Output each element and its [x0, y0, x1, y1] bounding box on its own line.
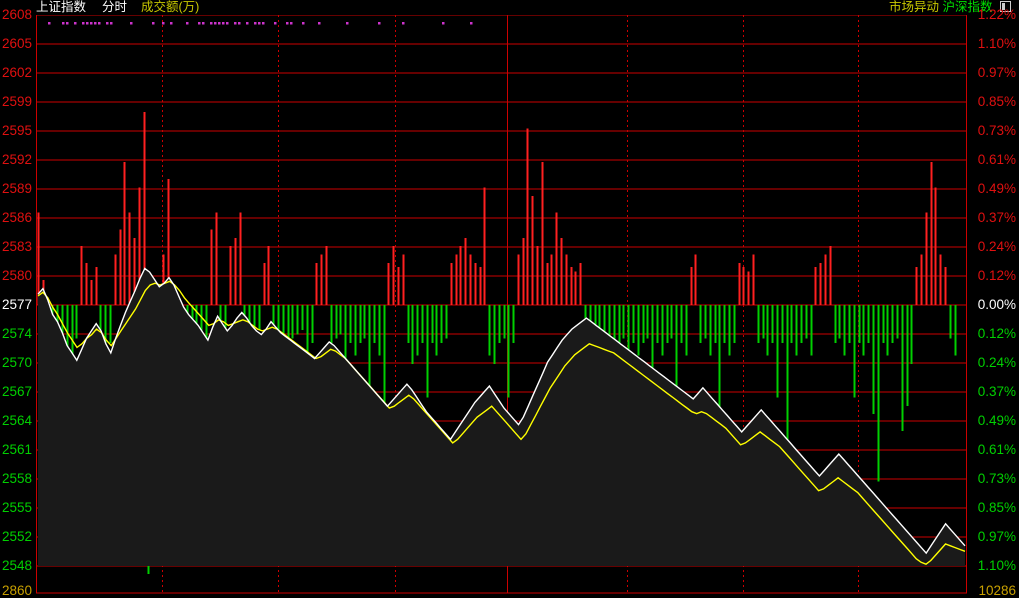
anomaly-marker-dot[interactable]	[198, 22, 201, 25]
anomaly-marker-dot[interactable]	[318, 22, 321, 25]
anomaly-marker-dot[interactable]	[246, 22, 249, 25]
price-axis-tick: 2558	[2, 471, 33, 486]
chart-header: 上证指数 分时 成交额(万) 市场异动 沪深指数	[0, 0, 1019, 15]
chart-plot-area[interactable]	[36, 15, 967, 595]
chart-canvas[interactable]	[36, 15, 967, 595]
price-axis-tick: 2552	[2, 529, 33, 544]
percent-axis-tick: 0.49%	[977, 413, 1016, 428]
right-percent-axis: 1.22% 1.10% 0.97% 0.85% 0.73% 0.61% 0.49% 0.37%…	[967, 0, 1019, 598]
price-axis-tick: 2561	[2, 442, 33, 457]
price-axis-tick: 2580	[2, 268, 33, 283]
index-name-label: 上证指数	[36, 0, 87, 14]
anomaly-marker-dot[interactable]	[98, 22, 101, 25]
percent-axis-tick: 1.10%	[977, 36, 1016, 51]
percent-axis-tick: 0.61%	[977, 442, 1016, 457]
percent-axis-tick: 0.12%	[977, 268, 1016, 283]
volume-unit-label: 成交额(万)	[140, 0, 200, 14]
price-axis-tick: 2583	[2, 239, 33, 254]
percent-axis-tick: 0.73%	[977, 123, 1016, 138]
anomaly-marker-dot[interactable]	[218, 22, 221, 25]
anomaly-marker-dot[interactable]	[258, 22, 261, 25]
price-axis-tick: 2555	[2, 500, 33, 515]
anomaly-marker-dot[interactable]	[152, 22, 155, 25]
price-axis-tick: 2605	[2, 36, 33, 51]
anomaly-marker-dot[interactable]	[214, 22, 217, 25]
anomaly-marker-dot[interactable]	[470, 22, 473, 25]
anomaly-marker-dot[interactable]	[130, 22, 133, 25]
percent-axis-tick: 1.10%	[977, 558, 1016, 573]
anomaly-marker-dot[interactable]	[274, 22, 277, 25]
header-right-labels: 市场异动 沪深指数	[889, 0, 1011, 15]
percent-axis-tick: 0.49%	[977, 181, 1016, 196]
anomaly-marker-dot[interactable]	[226, 22, 229, 25]
anomaly-marker-dot[interactable]	[186, 22, 189, 25]
anomaly-marker-dot[interactable]	[234, 22, 237, 25]
percent-axis-tick: 0.61%	[977, 152, 1016, 167]
percent-axis-tick: 0.85%	[977, 500, 1016, 515]
anomaly-marker-dot[interactable]	[202, 22, 205, 25]
anomaly-marker-dot[interactable]	[48, 22, 51, 25]
price-axis-tick: 2595	[2, 123, 33, 138]
percent-axis-tick: 0.00%	[977, 297, 1016, 312]
percent-axis-tick: 0.12%	[977, 326, 1016, 341]
percent-axis-tick: 0.24%	[977, 355, 1016, 370]
anomaly-marker-dot[interactable]	[86, 22, 89, 25]
price-axis-tick: 2592	[2, 152, 33, 167]
percent-axis-tick: 0.37%	[977, 384, 1016, 399]
price-axis-tick: 2602	[2, 65, 33, 80]
anomaly-marker-dot[interactable]	[290, 22, 293, 25]
anomaly-marker-dot[interactable]	[162, 22, 165, 25]
percent-axis-tick: 0.37%	[977, 210, 1016, 225]
percent-axis-tick: 0.85%	[977, 94, 1016, 109]
percent-axis-tick: 0.97%	[977, 529, 1016, 544]
price-axis-tick: 2589	[2, 181, 33, 196]
anomaly-marker-dot[interactable]	[106, 22, 109, 25]
anomaly-marker-dot[interactable]	[82, 22, 85, 25]
anomaly-marker-dot[interactable]	[346, 22, 349, 25]
price-axis-tick: 2574	[2, 326, 33, 341]
anomaly-marker-dot[interactable]	[286, 22, 289, 25]
price-axis-tick: 2599	[2, 94, 33, 109]
anomaly-marker-dot[interactable]	[74, 22, 77, 25]
anomaly-marker-dot[interactable]	[90, 22, 93, 25]
anomaly-marker-dot[interactable]	[66, 22, 69, 25]
percent-axis-tick: 0.24%	[977, 239, 1016, 254]
anomaly-marker-dot[interactable]	[378, 22, 381, 25]
anomaly-marker-dot[interactable]	[302, 22, 305, 25]
header-left-labels: 上证指数 分时 成交额(万)	[36, 0, 199, 15]
anomaly-markers-group	[48, 22, 473, 25]
anomaly-marker-dot[interactable]	[222, 22, 225, 25]
anomaly-marker-dot[interactable]	[254, 22, 257, 25]
price-axis-tick: 2567	[2, 384, 33, 399]
anomaly-marker-dot[interactable]	[262, 22, 265, 25]
price-axis-tick: 2608	[2, 7, 33, 22]
price-axis-tick: 2577	[2, 297, 33, 312]
volume-scale-label: 10286	[978, 583, 1016, 598]
average-price-line	[37, 280, 966, 565]
price-axis-tick: 2548	[2, 558, 33, 573]
anomaly-marker-dot[interactable]	[442, 22, 445, 25]
price-axis-tick: 2586	[2, 210, 33, 225]
anomaly-marker-dot[interactable]	[402, 22, 405, 25]
chart-mode-label: 分时	[101, 0, 127, 14]
anomaly-marker-dot[interactable]	[238, 22, 241, 25]
percent-axis-tick: 0.97%	[977, 65, 1016, 80]
percent-axis-tick: 0.73%	[977, 471, 1016, 486]
anomaly-marker-dot[interactable]	[94, 22, 97, 25]
anomaly-marker-dot[interactable]	[62, 22, 65, 25]
price-axis-tick: 2570	[2, 355, 33, 370]
percent-axis-tick: 1.22%	[977, 7, 1016, 22]
anomaly-marker-dot[interactable]	[210, 22, 213, 25]
anomaly-marker-dot[interactable]	[110, 22, 113, 25]
left-price-axis: 2608 2605 2602 2599 2595 2592 2589 2586 2583 2580…	[0, 0, 36, 598]
index-price-line	[37, 267, 966, 555]
anomaly-marker-dot[interactable]	[170, 22, 173, 25]
hs-index-label[interactable]: 沪深指数	[942, 0, 993, 14]
volume-scale-label: 2860	[2, 583, 33, 598]
market-anomaly-label[interactable]: 市场异动	[889, 0, 940, 14]
panel-toggle-icon[interactable]	[1000, 1, 1011, 12]
price-axis-tick: 2564	[2, 413, 33, 428]
